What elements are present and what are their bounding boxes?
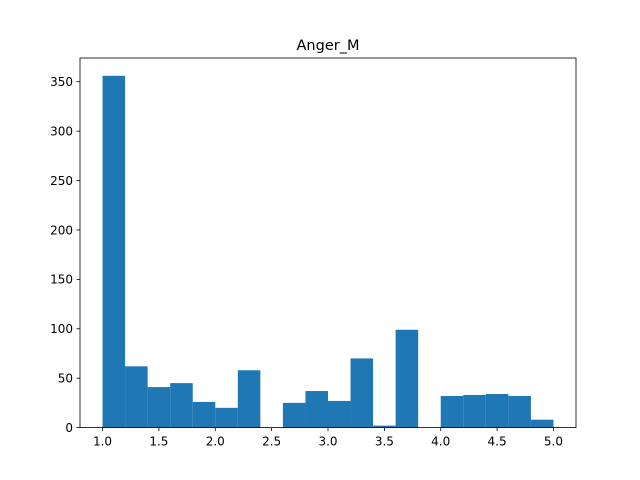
histogram-bar xyxy=(350,358,374,428)
histogram-bar xyxy=(463,394,486,428)
x-tick-label: 3.5 xyxy=(375,435,394,449)
histogram-bar xyxy=(373,425,396,428)
histogram-bar xyxy=(328,400,351,428)
histogram-bar xyxy=(192,401,216,428)
y-tick-label: 50 xyxy=(58,371,73,385)
x-tick-label: 2.5 xyxy=(262,435,281,449)
histogram-bar xyxy=(440,395,464,428)
histogram-bar xyxy=(215,407,238,428)
histogram-bar xyxy=(530,419,554,428)
y-tick-label: 300 xyxy=(50,124,73,138)
y-axis: 0 50 100 150 200 250 300 350 xyxy=(50,75,80,435)
x-tick-label: 1.5 xyxy=(149,435,168,449)
y-tick-label: 250 xyxy=(50,174,73,188)
histogram-bar xyxy=(395,329,419,428)
bars-group xyxy=(102,75,554,428)
histogram-bar xyxy=(237,370,261,428)
x-tick-label: 2.0 xyxy=(206,435,225,449)
histogram-bar xyxy=(508,395,531,428)
x-axis: 1.0 1.5 2.0 2.5 3.0 3.5 4.0 4.5 5.0 xyxy=(93,427,563,449)
histogram-bar xyxy=(485,394,509,428)
plot-area-frame xyxy=(79,57,577,429)
x-tick-label: 5.0 xyxy=(544,435,563,449)
y-tick-label: 350 xyxy=(50,75,73,89)
y-tick-label: 100 xyxy=(50,322,73,336)
histogram-bar xyxy=(102,75,126,428)
x-tick-label: 4.0 xyxy=(431,435,450,449)
x-tick-label: 1.0 xyxy=(93,435,112,449)
y-tick-label: 0 xyxy=(65,421,73,435)
y-tick-label: 150 xyxy=(50,273,73,287)
chart-title: Anger_M xyxy=(297,38,360,54)
x-tick-label: 4.5 xyxy=(488,435,507,449)
histogram-bar xyxy=(305,391,328,428)
histogram-bar xyxy=(170,383,193,428)
histogram-bar xyxy=(282,402,306,428)
histogram-bar xyxy=(125,366,148,428)
x-tick-label: 3.0 xyxy=(318,435,337,449)
histogram-bar xyxy=(147,387,171,428)
y-tick-label: 200 xyxy=(50,223,73,237)
